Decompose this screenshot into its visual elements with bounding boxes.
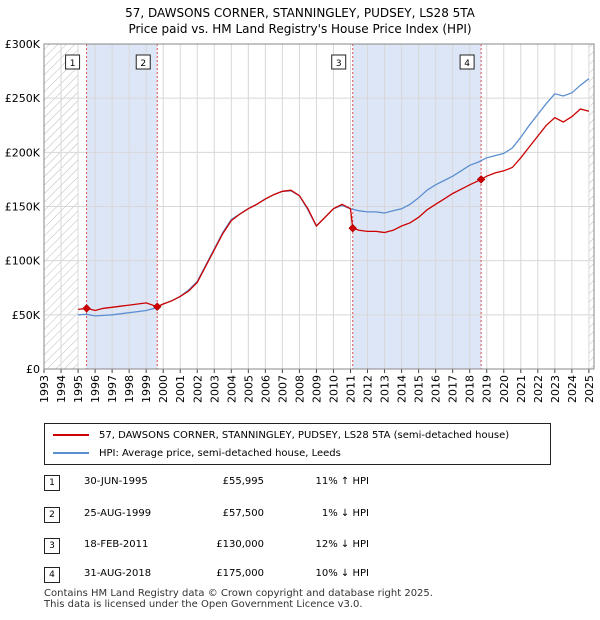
table-row: 3 18-FEB-2011 £130,000 12% ↓ HPI	[44, 538, 384, 556]
sale-point-marker	[476, 175, 486, 184]
table-row: 2 25-AUG-1999 £57,500 1% ↓ HPI	[44, 507, 384, 525]
y-tick-label: £100K	[5, 255, 41, 268]
sale-hpi-diff: 11% ↑ HPI	[315, 476, 369, 487]
x-tick-label: 2011	[345, 375, 358, 403]
sale-hpi-diff: 1% ↓ HPI	[321, 508, 369, 519]
sale-number-box	[459, 54, 475, 70]
x-tick-label: 2015	[413, 375, 426, 403]
x-tick-label: 2003	[208, 375, 221, 403]
x-tick-label: 1998	[123, 375, 136, 403]
plot-frame	[43, 43, 595, 370]
y-tick-label: £50K	[12, 309, 41, 322]
chart-title-line2: Price paid vs. HM Land Registry's House …	[128, 22, 472, 36]
x-tick-label: 1997	[106, 375, 119, 403]
x-tick-label: 2002	[191, 375, 204, 403]
x-tick-label: 2008	[293, 375, 306, 403]
sale-date: 30-JUN-1995	[84, 476, 148, 487]
legend-item-property: 57, DAWSONS CORNER, STANNINGLEY, PUDSEY,…	[53, 427, 509, 443]
x-tick-label: 1999	[140, 375, 153, 403]
x-tick-label: 2009	[310, 375, 323, 403]
sale-price: £130,000	[216, 539, 264, 550]
property-series-line	[78, 108, 590, 312]
x-tick-label: 2018	[464, 375, 477, 403]
sale-date: 25-AUG-1999	[84, 508, 152, 519]
legend-swatch-property	[53, 434, 89, 436]
sale-hpi-diff: 12% ↓ HPI	[315, 539, 369, 550]
x-tick-label: 2005	[242, 375, 255, 403]
chart-title-line1: 57, DAWSONS CORNER, STANNINGLEY, PUDSEY,…	[125, 6, 475, 20]
x-tick-label: 2012	[362, 375, 375, 403]
table-row: 1 30-JUN-1995 £55,995 11% ↑ HPI	[44, 475, 384, 493]
y-tick-label: £250K	[5, 92, 41, 105]
x-tick-label: 1996	[89, 375, 102, 403]
sale-number-badge: 4	[44, 567, 60, 583]
x-tick-label: 2000	[157, 375, 170, 403]
x-tick-label: 2013	[379, 375, 392, 403]
footer-line1: Contains HM Land Registry data © Crown c…	[44, 588, 433, 599]
legend-swatch-hpi	[53, 452, 89, 454]
sale-point-marker	[82, 303, 91, 313]
table-row: 4 31-AUG-2018 £175,000 10% ↓ HPI	[44, 567, 384, 585]
x-tick-label: 2025	[583, 375, 596, 403]
x-tick-label: 2014	[396, 375, 409, 403]
y-tick-label: £150K	[5, 201, 41, 214]
sale-hpi-diff: 10% ↓ HPI	[315, 568, 369, 579]
x-tick-label: 2024	[566, 375, 579, 403]
y-tick-label: £200K	[5, 146, 41, 159]
sale-price: £57,500	[222, 508, 264, 519]
sale-number-label: 2	[140, 59, 146, 69]
x-tick-label: 1994	[55, 375, 68, 403]
x-tick-label: 2021	[515, 375, 528, 403]
footer-line2: This data is licensed under the Open Gov…	[44, 599, 363, 610]
x-tick-label: 2017	[447, 375, 460, 403]
x-tick-label: 2004	[225, 375, 238, 403]
sale-date: 18-FEB-2011	[84, 539, 149, 550]
y-tick-label: £300K	[5, 38, 41, 51]
sale-price: £55,995	[222, 476, 264, 487]
sale-number-label: 4	[464, 59, 470, 69]
x-tick-label: 2010	[327, 375, 340, 403]
sale-number-badge: 1	[44, 475, 60, 491]
x-tick-label: 2019	[481, 375, 494, 403]
legend-label-hpi: HPI: Average price, semi-detached house,…	[99, 447, 341, 459]
x-tick-label: 1995	[72, 375, 85, 403]
y-tick-label: £0	[26, 363, 40, 376]
legend-label-property: 57, DAWSONS CORNER, STANNINGLEY, PUDSEY,…	[99, 429, 510, 441]
x-tick-label: 2016	[430, 375, 443, 403]
sale-point-marker	[348, 223, 358, 233]
x-tick-label: 2007	[276, 375, 289, 403]
x-tick-label: 2023	[549, 375, 562, 403]
footer-attribution: Contains HM Land Registry data © Crown c…	[44, 588, 433, 610]
x-tick-label: 2020	[498, 375, 511, 403]
sale-number-box	[331, 54, 347, 70]
x-tick-label: 2022	[532, 375, 545, 403]
x-tick-label: 2006	[259, 375, 272, 403]
price-chart: £0 £50K £100K £150K £200K £250K £300K 1993 1994 1…	[5, 38, 596, 403]
sale-number-badge: 2	[44, 507, 60, 523]
sale-number-label: 3	[336, 59, 342, 69]
sale-number-label: 1	[70, 59, 76, 69]
sale-number-badge: 3	[44, 538, 60, 554]
sale-point-marker	[152, 302, 162, 312]
legend-item-hpi: HPI: Average price, semi-detached house,…	[53, 445, 341, 461]
chart-legend: 57, DAWSONS CORNER, STANNINGLEY, PUDSEY,…	[44, 423, 551, 465]
sale-price: £175,000	[216, 568, 264, 579]
x-tick-label: 1993	[38, 375, 51, 403]
sale-number-box	[65, 54, 81, 70]
sale-number-box	[135, 54, 151, 70]
x-tick-label: 2001	[174, 375, 187, 403]
sale-date: 31-AUG-2018	[84, 568, 152, 579]
